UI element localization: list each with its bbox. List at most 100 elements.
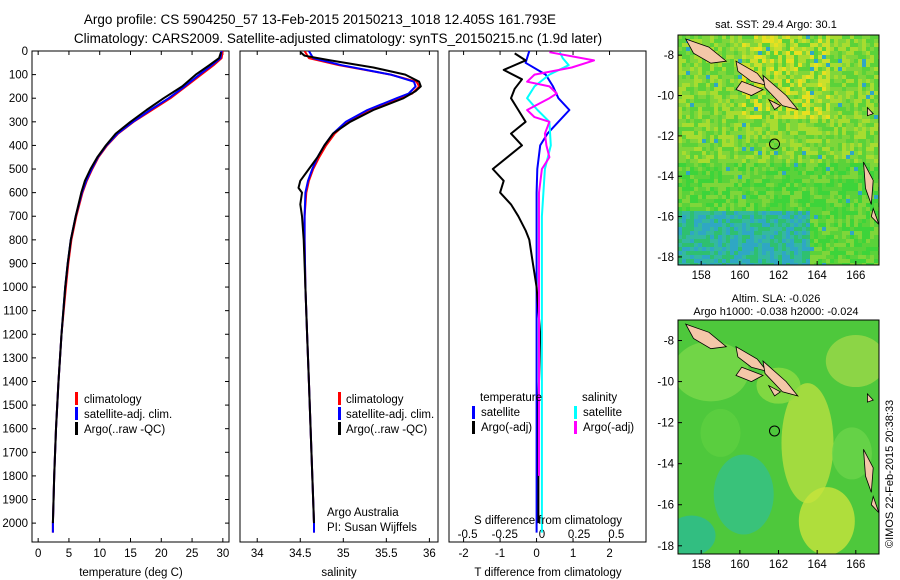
sst-cell [818,59,822,63]
sst-cell [766,43,770,47]
sst-cell [866,167,870,171]
sst-cell [730,227,734,231]
sst-cell [678,75,682,79]
sst-cell [826,219,830,223]
sst-cell [694,95,698,99]
sst-cell [686,251,690,255]
sst-cell [810,55,814,59]
sst-cell [870,59,874,63]
sst-cell [798,263,802,265]
sst-cell [770,223,774,227]
sst-cell [746,123,750,127]
sst-cell [870,99,874,103]
sst-cell [794,183,798,187]
sst-cell [694,239,698,243]
sst-cell [694,179,698,183]
sst-cell [826,119,830,123]
sst-cell [738,159,742,163]
y-tick-label: 1300 [2,353,28,365]
sst-cell [874,59,878,63]
sst-cell [814,63,818,67]
sst-cell [722,259,726,263]
sst-cell [694,255,698,259]
sst-cell [762,111,766,115]
sst-cell [734,247,738,251]
sst-cell [846,71,850,75]
sst-cell [730,171,734,175]
sst-cell [786,51,790,55]
sst-cell [698,111,702,115]
sst-cell [698,63,702,67]
sst-cell [694,147,698,151]
sst-cell [826,155,830,159]
sst-cell [766,115,770,119]
sst-cell [718,247,722,251]
sst-cell [714,159,718,163]
sst-cell [806,103,810,107]
sst-cell [718,151,722,155]
sst-cell [810,51,814,55]
sst-cell [802,111,806,115]
sst-cell [806,203,810,207]
sst-cell [710,243,714,247]
sst-cell [750,199,754,203]
sst-cell [714,263,718,265]
sst-cell [734,119,738,123]
sst-cell [738,55,742,59]
sst-cell [838,67,842,71]
sst-cell [750,183,754,187]
sst-cell [686,115,690,119]
sst-cell [870,47,874,51]
sst-cell [718,67,722,71]
sst-cell [806,35,810,39]
sst-cell [790,87,794,91]
sst-cell [838,223,842,227]
sst-cell [686,259,690,263]
sst-cell [798,123,802,127]
sst-cell [730,159,734,163]
sst-cell [782,43,786,47]
sst-cell [770,95,774,99]
sst-cell [830,87,834,91]
sst-cell [802,51,806,55]
sst-cell [686,127,690,131]
sst-cell [774,55,778,59]
sst-cell [790,155,794,159]
sst-cell [826,127,830,131]
sst-cell [866,247,870,251]
x-tick-label: 34.5 [289,548,311,560]
sst-cell [842,203,846,207]
sst-cell [850,59,854,63]
sst-cell [846,219,850,223]
sst-cell [834,55,838,59]
sst-cell [838,211,842,215]
sst-cell [790,51,794,55]
sst-cell [690,211,694,215]
sst-cell [738,219,742,223]
sst-cell [718,47,722,51]
sst-cell [830,251,834,255]
sst-cell [766,207,770,211]
sst-cell [798,67,802,71]
sst-cell [734,91,738,95]
salinity-panel: 34 34.5 35 35.5 36 [239,50,439,560]
sst-cell [814,107,818,111]
sst-cell [870,251,874,255]
sst-cell [758,219,762,223]
sst-cell [750,155,754,159]
sst-cell [722,159,726,163]
sst-cell [690,235,694,239]
sst-cell [850,115,854,119]
sst-cell [866,227,870,231]
sst-cell [818,191,822,195]
sst-cell [770,47,774,51]
sst-cell [782,71,786,75]
sst-cell [778,223,782,227]
sst-cell [730,75,734,79]
sst-cell [802,207,806,211]
sst-cell [770,251,774,255]
sst-cell [690,71,694,75]
sst-cell [762,179,766,183]
sst-cell [746,95,750,99]
sst-cell [866,159,870,163]
